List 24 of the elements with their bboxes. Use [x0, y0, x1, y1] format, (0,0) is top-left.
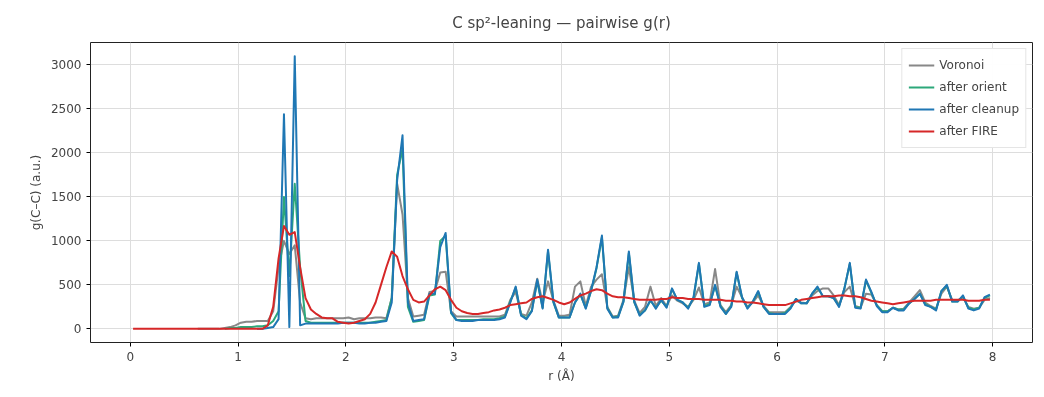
y-tick-label: 1500 — [50, 190, 82, 205]
x-tick-label: 3 — [449, 349, 458, 364]
x-tick-label: 0 — [126, 349, 135, 364]
y-tick-label: 0 — [73, 322, 82, 337]
x-axis-title: r (Å) — [548, 367, 575, 383]
x-tick-label: 4 — [557, 349, 566, 364]
y-tick-label: 500 — [58, 278, 82, 293]
line-series — [132, 224, 991, 330]
chart-title: C sp²-leaning — pairwise g(r) — [452, 13, 671, 32]
y-tick-label: 2000 — [50, 146, 82, 161]
x-tick-label: 2 — [342, 349, 350, 364]
y-tick-label: 2500 — [50, 102, 82, 117]
legend-label: after FIRE — [939, 124, 998, 138]
x-tick-label: 7 — [881, 349, 889, 364]
x-tick-label: 5 — [665, 349, 674, 364]
legend-label: after orient — [939, 80, 1007, 94]
y-tick-label: 1000 — [50, 234, 82, 249]
x-tick-label: 6 — [773, 349, 781, 364]
y-tick-label: 3000 — [50, 58, 82, 73]
y-axis-title: g(C–C) (a.u.) — [28, 154, 43, 231]
x-tick-label: 8 — [988, 349, 997, 364]
legend-label: Voronoi — [939, 58, 985, 72]
x-tick-label: 1 — [234, 349, 242, 364]
legend-label: after cleanup — [939, 102, 1019, 116]
